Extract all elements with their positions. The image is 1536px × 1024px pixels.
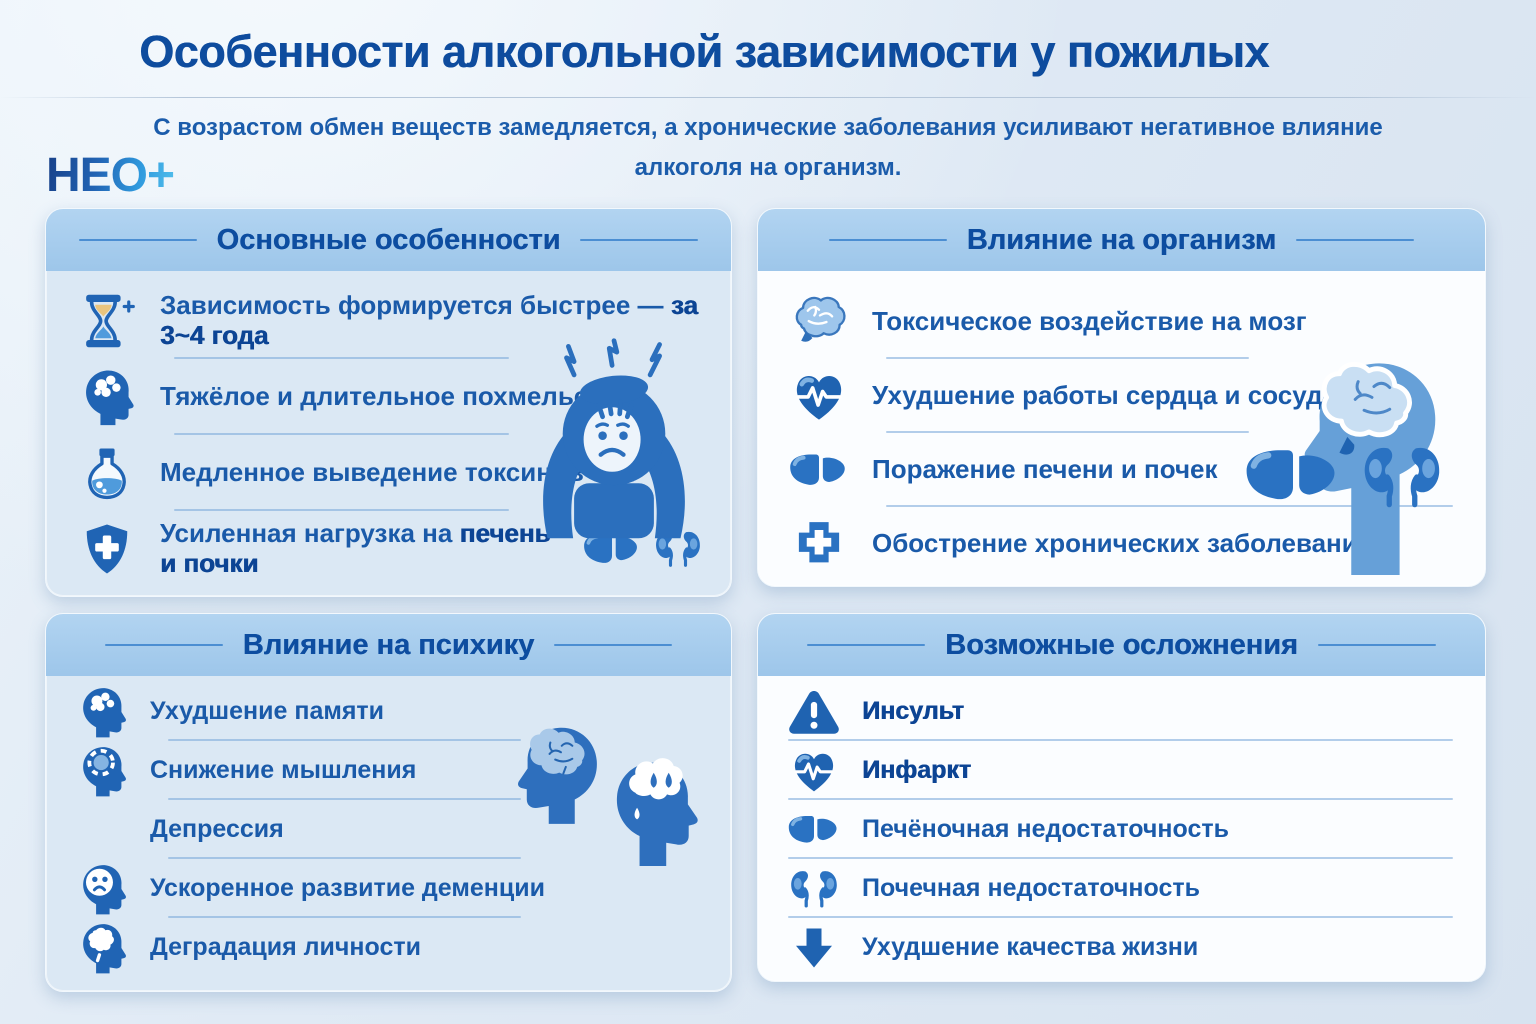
- list-item: Медленное выведение токсинов: [74, 435, 707, 511]
- list-item-label: Снижение мышления: [150, 756, 417, 785]
- list-item: Поражение печени и почек: [786, 433, 1461, 507]
- panel-complications: Возможные осложнения Инсульт: [757, 613, 1486, 982]
- list-item: Усиленная нагрузка на печень и почки: [74, 511, 707, 587]
- list-item-label: Инфаркт: [862, 756, 971, 785]
- thinking-head-icon: [74, 744, 130, 798]
- header-line: [1317, 644, 1436, 646]
- header-line: [78, 239, 197, 241]
- list-item: Снижение мышления: [74, 741, 707, 800]
- liver-icon: [786, 450, 852, 491]
- title-divider: [0, 97, 1536, 98]
- panel-body: Ухудшение памяти Снижение мышления Депре…: [46, 676, 731, 977]
- panel-body: Зависимость формируется быстрее — за 3~4…: [46, 271, 731, 587]
- list-item: Печёночная недостаточность: [786, 800, 1461, 859]
- header-line: [580, 239, 699, 241]
- arrow-down-icon: [786, 922, 842, 974]
- list-item-label: Почечная недостаточность: [862, 874, 1200, 903]
- panel-header: Влияние на организм: [758, 209, 1485, 271]
- flask-icon: [74, 443, 140, 503]
- page-title: Особенности алкогольной зависимости у по…: [139, 26, 1269, 77]
- panel-header: Основные особенности: [46, 209, 731, 271]
- subtitle-line-1: С возрастом обмен веществ замедляется, а…: [153, 114, 1383, 141]
- heart-ecg-icon: [786, 746, 842, 796]
- warning-icon: [786, 687, 842, 737]
- panel-title: Основные особенности: [216, 223, 561, 256]
- heart-ecg-icon: [786, 367, 852, 425]
- panel-header: Влияние на психику: [46, 614, 731, 676]
- list-item-label: Печёночная недостаточность: [862, 815, 1229, 844]
- header-line: [554, 644, 673, 646]
- brain-icon: [786, 292, 852, 352]
- panel-psyche-impact: Влияние на психику Ухудшение памяти: [45, 613, 732, 992]
- list-item-label: Зависимость формируется быстрее — за 3~4…: [160, 290, 698, 350]
- shield-cross-icon: [74, 520, 140, 578]
- list-item: Деградация личности: [74, 918, 707, 977]
- liver-kidney-icons: [581, 528, 707, 570]
- sad-face-head-icon: [74, 862, 130, 916]
- list-item-label: Депрессия: [150, 815, 284, 844]
- panel-body: Инсульт Инфаркт: [758, 676, 1485, 977]
- header-line: [807, 644, 926, 646]
- panel-body-impact: Влияние на организм Токсическое воздейст…: [757, 208, 1486, 587]
- list-item: Тяжёлое и длительное похмелье: [74, 359, 707, 435]
- list-item-label: Ухудшение памяти: [150, 697, 385, 726]
- panel-title: Возможные осложнения: [945, 628, 1298, 661]
- liver-icon: [786, 812, 842, 848]
- liver-icon: [584, 533, 637, 563]
- subtitle: С возрастом обмен веществ замедляется, а…: [68, 108, 1468, 188]
- hourglass-icon: [74, 289, 140, 353]
- list-item: Ускоренное развитие деменции: [74, 859, 707, 918]
- list-item-label: Инсульт: [862, 697, 964, 726]
- list-item-label: Медленное выведение токсинов: [160, 457, 584, 488]
- list-item-label: Токсическое воздействие на мозг: [872, 306, 1307, 337]
- list-item-label: Ускоренное развитие деменции: [150, 874, 545, 903]
- header-line: [828, 239, 947, 241]
- header-line: [1296, 239, 1415, 241]
- panel-body: Токсическое воздействие на мозг Ухудшени…: [758, 271, 1485, 581]
- list-item: Токсическое воздействие на мозг: [786, 285, 1461, 359]
- list-item-label: Деградация личности: [150, 933, 421, 962]
- list-item-label: Ухудшение работы сердца и сосудов: [872, 380, 1355, 411]
- list-item-label: Ухудшение качества жизни: [862, 933, 1199, 962]
- subtitle-line-2: алкоголя на организм.: [634, 154, 902, 181]
- memory-head-icon: [74, 685, 130, 739]
- header-line: [104, 644, 223, 646]
- list-item: Инфаркт: [786, 741, 1461, 800]
- panel-title: Влияние на психику: [242, 628, 535, 661]
- list-item-label: Поражение печени и почек: [872, 454, 1218, 485]
- list-item: Депрессия: [74, 800, 707, 859]
- list-item: Зависимость формируется быстрее — за 3~4…: [74, 283, 707, 359]
- panel-header: Возможные осложнения: [758, 614, 1485, 676]
- degradation-head-icon: [74, 921, 130, 975]
- list-item: Ухудшение качества жизни: [786, 918, 1461, 977]
- panel-title: Влияние на организм: [966, 223, 1277, 256]
- list-item: Ухудшение памяти: [74, 682, 707, 741]
- list-item-label: Усиленная нагрузка на печень и почки: [160, 518, 551, 578]
- hangover-head-icon: [74, 367, 140, 427]
- list-item-label: Тяжёлое и длительное похмелье: [160, 381, 589, 412]
- list-item: Ухудшение работы сердца и сосудов: [786, 359, 1461, 433]
- list-item: Обострение хронических заболеваний: [786, 507, 1461, 581]
- medical-cross-icon: [786, 516, 852, 572]
- panel-main-features: Основные особенности Зависимость формиру…: [45, 208, 732, 597]
- list-item: Почечная недостаточность: [786, 859, 1461, 918]
- logo-neo-plus: НЕО+: [46, 149, 175, 202]
- list-item-label: Обострение хронических заболеваний: [872, 528, 1374, 559]
- list-item: Инсульт: [786, 682, 1461, 741]
- kidneys-icon: [656, 531, 700, 567]
- kidneys-icon: [786, 867, 842, 911]
